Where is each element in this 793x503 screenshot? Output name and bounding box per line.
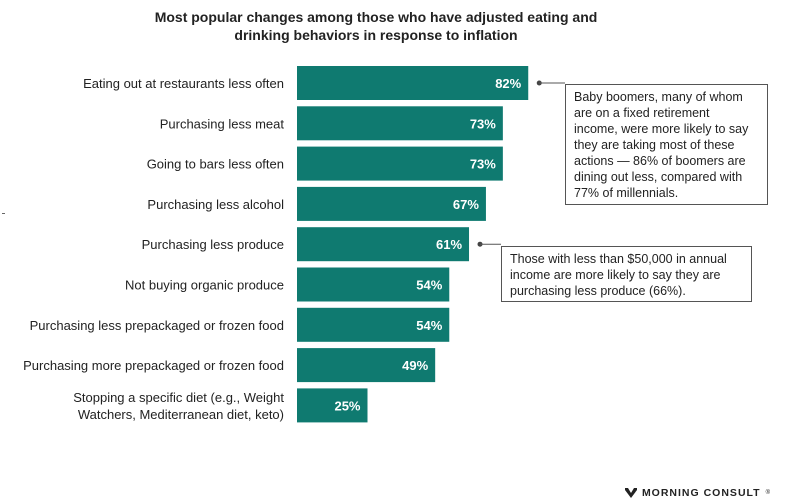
category-label: Purchasing less prepackaged or frozen fo… (30, 318, 284, 333)
category-label: Eating out at restaurants less often (83, 76, 284, 91)
category-label: Purchasing more prepackaged or frozen fo… (23, 358, 284, 373)
annotation-boomers-line: income, were more likely to say (574, 122, 749, 136)
bar (297, 106, 503, 141)
annotation-income: Those with less than $50,000 in annual i… (501, 246, 752, 302)
bar (297, 146, 503, 181)
bar (297, 227, 470, 262)
bar (297, 186, 486, 221)
annotation-boomers-line: 77% of millennials. (574, 186, 679, 200)
category-label: Stopping a specific diet (e.g., Weight (73, 390, 284, 405)
category-label: Purchasing less alcohol (147, 197, 284, 212)
annotation-boomers-line: Baby boomers, many of whom (574, 90, 743, 104)
bar-value-label: 61% (436, 237, 462, 252)
morning-consult-logo-icon (624, 488, 637, 498)
bar (297, 348, 436, 383)
annotation-income-line: Those with less than $50,000 in annual (510, 252, 727, 266)
category-label: Purchasing less meat (160, 116, 285, 131)
bar-value-label: 73% (470, 116, 496, 131)
chart-title-line-1: Most popular changes among those who hav… (154, 9, 598, 25)
bar (297, 267, 450, 302)
chart-title-line-2: drinking behaviors in response to inflat… (234, 27, 518, 43)
chart-title: Most popular changes among those who hav… (96, 8, 656, 44)
annotation-income-line: income are more likely to say they are (510, 268, 721, 282)
bar-value-label: 54% (416, 278, 442, 293)
annotation-income-line: purchasing less produce (66%). (510, 284, 686, 298)
annotation-boomers-line: they are taking most of these (574, 138, 735, 152)
category-label: Not buying organic produce (125, 278, 284, 293)
bar-value-label: 25% (334, 398, 360, 413)
bar-value-label: 82% (495, 76, 521, 91)
bar (297, 66, 529, 100)
annotation-boomers-line: actions — 86% of boomers are (574, 154, 746, 168)
category-label: Purchasing less produce (142, 237, 284, 252)
annotation-boomers-line: are on a fixed retirement (574, 106, 710, 120)
stray-tick-mark (2, 213, 5, 214)
bar-value-label: 49% (402, 358, 428, 373)
bar-value-label: 54% (416, 318, 442, 333)
bar-value-label: 73% (470, 157, 496, 172)
brand-name: MORNING CONSULT (641, 487, 761, 499)
bar (297, 388, 368, 423)
brand-logo: MORNING CONSULT ® (624, 487, 771, 499)
brand-registered-mark: ® (765, 490, 771, 496)
bar (297, 307, 450, 342)
category-label: Watchers, Mediterranean diet, keto) (78, 407, 284, 422)
annotation-boomers-line: dining out less, compared with (574, 170, 743, 184)
bar-value-label: 67% (453, 197, 479, 212)
annotation-boomers: Baby boomers, many of whom are on a fixe… (565, 84, 768, 205)
category-label: Going to bars less often (147, 157, 284, 172)
